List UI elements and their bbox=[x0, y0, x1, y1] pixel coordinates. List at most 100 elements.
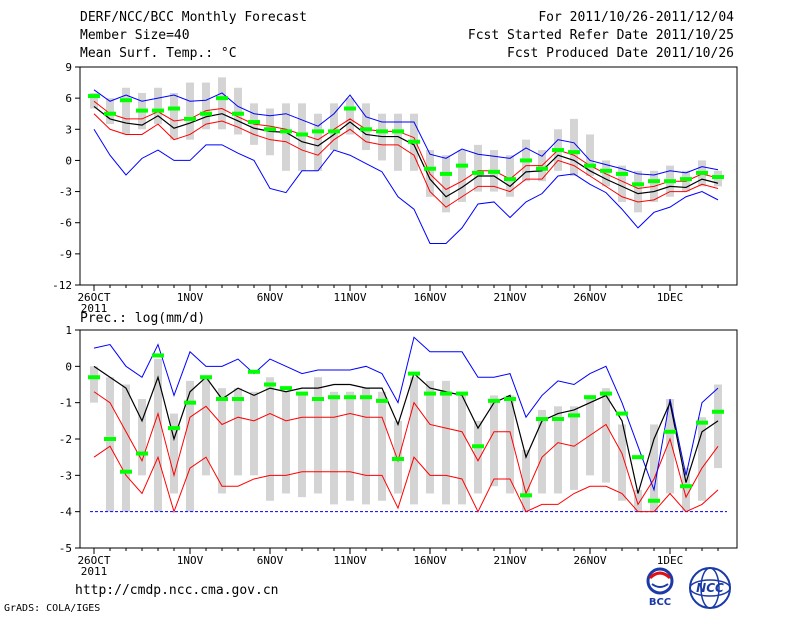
box-bar bbox=[298, 103, 306, 171]
x-tick-label: 16NOV bbox=[413, 291, 446, 304]
box-bar bbox=[426, 380, 434, 494]
mean-marker bbox=[456, 163, 468, 168]
box-bar bbox=[218, 77, 226, 130]
box-bar bbox=[234, 87, 242, 135]
mean-marker bbox=[248, 369, 260, 374]
mean-marker bbox=[632, 455, 644, 460]
mean-marker bbox=[712, 409, 724, 414]
mean-marker bbox=[664, 429, 676, 434]
box-bar bbox=[186, 82, 194, 140]
mean-marker bbox=[648, 179, 660, 184]
mean-marker bbox=[392, 456, 404, 461]
mean-marker bbox=[520, 493, 532, 498]
box-bar bbox=[346, 391, 354, 501]
y-tick-label: -5 bbox=[59, 542, 72, 555]
mean-marker bbox=[568, 150, 580, 155]
box-bar bbox=[362, 103, 370, 151]
lower-red-line bbox=[93, 445, 719, 514]
box-bar bbox=[90, 366, 98, 403]
y-tick-label: -6 bbox=[59, 217, 72, 230]
box-bar bbox=[362, 388, 370, 505]
member-size-label: Member Size=40 bbox=[80, 28, 190, 43]
x-tick-label: 26NOV bbox=[573, 291, 606, 304]
mean-marker bbox=[600, 168, 612, 173]
mean-marker bbox=[360, 395, 372, 400]
x-tick-label: 6NOV bbox=[257, 291, 284, 304]
mean-marker bbox=[280, 386, 292, 391]
mean-marker bbox=[536, 417, 548, 422]
x-tick-label: 1NOV bbox=[177, 291, 204, 304]
plot-frame-1 bbox=[79, 66, 738, 286]
box-bar bbox=[410, 377, 418, 505]
mean-marker bbox=[152, 353, 164, 358]
panel1-variable-label: Mean Surf. Temp.: °C bbox=[80, 46, 237, 61]
mean-marker bbox=[712, 175, 724, 180]
chart-title: DERF/NCC/BCC Monthly Forecast bbox=[80, 10, 307, 25]
x-tick-label: 26NOV bbox=[573, 554, 606, 567]
mean-marker bbox=[376, 398, 388, 403]
mean-marker bbox=[136, 108, 148, 113]
box-bar bbox=[602, 388, 610, 483]
mean-marker bbox=[200, 111, 212, 116]
forecast-start-label: Fcst Started Refer Date 2011/10/25 bbox=[467, 28, 734, 43]
box-bar bbox=[106, 98, 114, 125]
box-bar bbox=[506, 155, 514, 197]
mean-marker bbox=[88, 94, 100, 99]
box-bar bbox=[650, 424, 658, 512]
mean-marker bbox=[264, 382, 276, 387]
mean-marker bbox=[456, 391, 468, 396]
box-bar bbox=[474, 144, 482, 192]
mean-marker bbox=[168, 426, 180, 431]
x-tick-sublabel: 2011 bbox=[81, 565, 108, 578]
lower-red-line bbox=[93, 113, 719, 208]
mean-marker bbox=[264, 127, 276, 132]
box-bar bbox=[138, 399, 146, 476]
mean-marker bbox=[168, 106, 180, 111]
bcc-logo-text: BCC bbox=[649, 597, 671, 608]
upper-red-line bbox=[93, 100, 719, 191]
x-tick-label: 21NOV bbox=[493, 291, 526, 304]
mean-marker bbox=[312, 129, 324, 134]
box-bar bbox=[618, 424, 626, 501]
mean-marker bbox=[680, 177, 692, 182]
mean-marker bbox=[488, 169, 500, 174]
box-bar bbox=[538, 409, 546, 494]
max-line bbox=[93, 89, 719, 176]
box-bar bbox=[634, 170, 642, 213]
upper-red-line bbox=[93, 391, 719, 506]
mean-marker bbox=[360, 127, 372, 132]
mean-marker bbox=[648, 498, 660, 503]
box-bar bbox=[586, 399, 594, 476]
mean-marker bbox=[616, 171, 628, 176]
x-tick-label: 1NOV bbox=[177, 554, 204, 567]
mean-marker bbox=[136, 451, 148, 456]
mean-marker bbox=[504, 177, 516, 182]
box-bar bbox=[666, 399, 674, 494]
box-bar bbox=[186, 380, 194, 512]
y-tick-label: -9 bbox=[59, 248, 72, 261]
mean-marker bbox=[232, 111, 244, 116]
box-bar bbox=[90, 92, 98, 109]
ens-mean-line bbox=[93, 105, 719, 198]
mean-marker bbox=[632, 182, 644, 187]
box-bar bbox=[202, 377, 210, 476]
mean-marker bbox=[248, 120, 260, 125]
y-tick-label: 6 bbox=[65, 92, 72, 105]
box-bar bbox=[474, 420, 482, 494]
ncc-logo-text: NCC bbox=[696, 581, 724, 595]
y-tick-label: -3 bbox=[59, 186, 72, 199]
box-bar bbox=[442, 155, 450, 213]
mean-marker bbox=[696, 420, 708, 425]
x-tick-label: 21NOV bbox=[493, 554, 526, 567]
box-bar bbox=[586, 134, 594, 176]
x-tick-label: 1DEC bbox=[657, 291, 684, 304]
mean-marker bbox=[440, 391, 452, 396]
mean-marker bbox=[392, 129, 404, 134]
box-bar bbox=[618, 165, 626, 202]
box-bar bbox=[154, 359, 162, 512]
box-bar bbox=[330, 391, 338, 505]
bcc-logo: BCC bbox=[646, 567, 674, 608]
forecast-range-label: For 2011/10/26-2011/12/04 bbox=[538, 10, 734, 25]
mean-marker bbox=[120, 469, 132, 474]
mean-marker bbox=[408, 139, 420, 144]
